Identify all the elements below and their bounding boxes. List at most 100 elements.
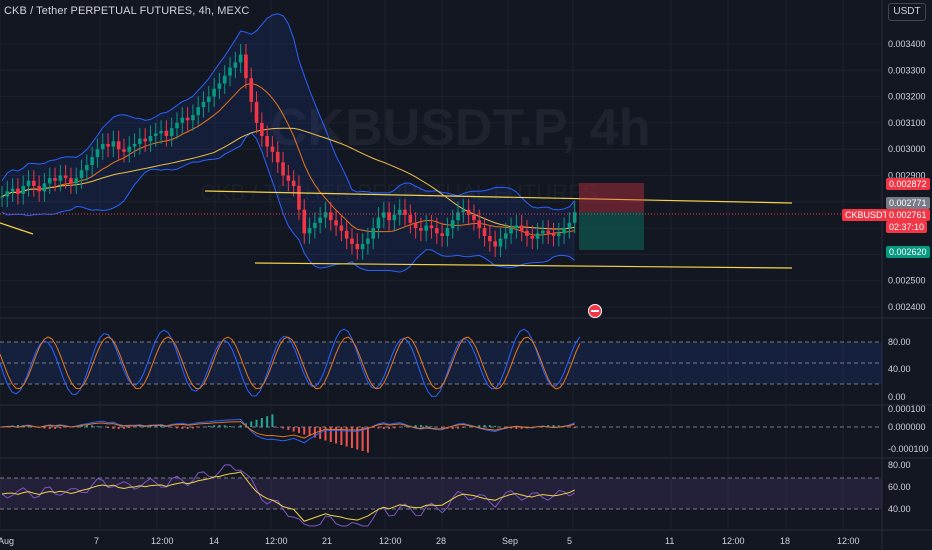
candle-body[interactable]: [159, 130, 163, 134]
candle-body[interactable]: [429, 225, 434, 229]
candle-body[interactable]: [313, 222, 317, 229]
candle-body[interactable]: [572, 212, 577, 223]
candle-body[interactable]: [297, 186, 301, 210]
candle-body[interactable]: [514, 225, 519, 229]
candle-body[interactable]: [143, 138, 147, 142]
candle-body[interactable]: [546, 230, 550, 234]
candle-body[interactable]: [222, 75, 227, 84]
candle-body[interactable]: [424, 225, 429, 231]
candle-body[interactable]: [281, 162, 285, 176]
candle-body[interactable]: [122, 149, 126, 152]
candle-body[interactable]: [381, 212, 386, 218]
candle-body[interactable]: [366, 238, 370, 244]
candle-body[interactable]: [265, 136, 269, 147]
candle-body[interactable]: [556, 233, 561, 236]
target-zone[interactable]: [579, 212, 644, 250]
candle-body[interactable]: [138, 138, 142, 144]
candle-body[interactable]: [5, 191, 10, 197]
candle-body[interactable]: [42, 183, 47, 192]
candle-body[interactable]: [100, 143, 105, 150]
candle-body[interactable]: [90, 157, 94, 165]
candle-body[interactable]: [339, 225, 344, 231]
candle-body[interactable]: [371, 228, 375, 239]
candle-body[interactable]: [344, 230, 349, 239]
candle-body[interactable]: [318, 217, 322, 223]
candle-body[interactable]: [355, 243, 360, 250]
candle-body[interactable]: [519, 225, 524, 231]
candle-body[interactable]: [63, 175, 68, 179]
candle-body[interactable]: [440, 233, 444, 236]
candle-body[interactable]: [477, 220, 482, 229]
candle-body[interactable]: [286, 175, 291, 181]
candle-body[interactable]: [69, 178, 73, 184]
resistance-trendline[interactable]: [204, 190, 793, 204]
candle-body[interactable]: [175, 122, 179, 129]
candle-body[interactable]: [228, 67, 232, 76]
candle-body[interactable]: [26, 180, 31, 187]
candle-body[interactable]: [207, 96, 211, 102]
candle-body[interactable]: [509, 228, 513, 234]
candle-body[interactable]: [466, 209, 471, 215]
candle-body[interactable]: [37, 186, 41, 192]
candle-body[interactable]: [16, 188, 20, 194]
candle-body[interactable]: [74, 178, 79, 184]
candle-body[interactable]: [397, 209, 402, 215]
candle-body[interactable]: [95, 149, 100, 158]
candle-body[interactable]: [116, 141, 121, 150]
candle-body[interactable]: [233, 62, 238, 68]
candle-body[interactable]: [323, 212, 328, 218]
candle-body[interactable]: [461, 209, 466, 213]
candle-body[interactable]: [551, 233, 556, 236]
candle-body[interactable]: [238, 54, 243, 63]
candle-body[interactable]: [212, 88, 216, 97]
exchange-logo-icon[interactable]: [588, 304, 602, 318]
candle-body[interactable]: [472, 214, 476, 221]
candle-body[interactable]: [482, 228, 487, 236]
candle-body[interactable]: [535, 233, 540, 239]
candle-body[interactable]: [456, 212, 460, 221]
candle-body[interactable]: [79, 170, 84, 179]
stop-zone[interactable]: [579, 183, 644, 212]
candle-body[interactable]: [360, 243, 365, 250]
candle-body[interactable]: [419, 228, 423, 231]
candle-body[interactable]: [328, 212, 333, 221]
candle-body[interactable]: [32, 180, 36, 187]
candle-body[interactable]: [498, 238, 503, 247]
candle-body[interactable]: [153, 133, 158, 137]
candle-body[interactable]: [270, 146, 275, 152]
candle-body[interactable]: [435, 228, 439, 234]
candle-body[interactable]: [525, 230, 529, 236]
candle-body[interactable]: [450, 220, 455, 229]
candle-body[interactable]: [387, 212, 391, 221]
candle-body[interactable]: [302, 209, 307, 234]
candle-body[interactable]: [132, 143, 137, 147]
candle-body[interactable]: [201, 101, 206, 108]
candle-body[interactable]: [408, 214, 413, 223]
candle-body[interactable]: [106, 143, 110, 147]
candle-body[interactable]: [503, 233, 508, 239]
candle-body[interactable]: [127, 146, 132, 152]
candle-body[interactable]: [488, 235, 492, 242]
candle-body[interactable]: [260, 122, 264, 137]
currency-button[interactable]: USDT: [888, 3, 926, 21]
candle-body[interactable]: [254, 101, 259, 123]
candle-body[interactable]: [164, 130, 169, 137]
candle-body[interactable]: [185, 117, 190, 121]
candle-body[interactable]: [10, 188, 15, 192]
candle-body[interactable]: [21, 186, 26, 194]
candle-body[interactable]: [445, 228, 450, 236]
candle-body[interactable]: [541, 230, 545, 234]
support-trendline[interactable]: [254, 262, 793, 269]
candle-body[interactable]: [530, 235, 535, 239]
candle-body[interactable]: [249, 78, 254, 102]
candle-body[interactable]: [148, 136, 153, 142]
candle-body[interactable]: [0, 196, 4, 198]
candle-body[interactable]: [376, 217, 381, 229]
candle-body[interactable]: [567, 222, 572, 229]
candle-body[interactable]: [493, 241, 497, 247]
candle-body[interactable]: [85, 164, 89, 171]
candle-body[interactable]: [217, 83, 222, 89]
candle-body[interactable]: [307, 228, 312, 234]
candle-body[interactable]: [53, 178, 57, 181]
